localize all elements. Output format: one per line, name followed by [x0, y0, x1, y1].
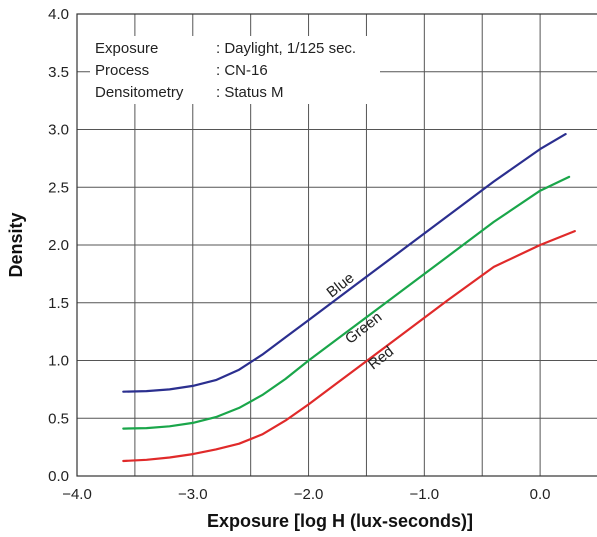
y-tick-label: 2.5 [48, 179, 69, 196]
series-line-red [122, 230, 576, 463]
info-key-densitometry: Densitometry [95, 84, 184, 101]
y-tick-label: 0.0 [48, 468, 69, 485]
x-tick-label: 0.0 [530, 486, 551, 503]
x-tick-label: −4.0 [62, 486, 92, 503]
x-tick-label: −2.0 [294, 486, 324, 503]
y-tick-label: 4.0 [48, 6, 69, 23]
info-key-exposure: Exposure [95, 40, 158, 57]
info-background [90, 36, 380, 104]
y-tick-label: 1.5 [48, 295, 69, 312]
info-block: Exposure : Daylight, 1/125 sec. Process … [90, 36, 380, 104]
y-tick-label: 3.0 [48, 122, 69, 139]
series-line-blue [122, 133, 567, 393]
series-layer [122, 133, 576, 463]
y-tick-label: 1.0 [48, 353, 69, 370]
x-axis-title: Exposure [log H (lux-seconds)] [207, 511, 473, 531]
info-key-process: Process [95, 62, 149, 79]
y-tick-label: 3.5 [48, 64, 69, 81]
info-value-densitometry: : Status M [216, 84, 284, 101]
y-tick-labels: 0.0 0.5 1.0 1.5 2.0 2.5 3.0 3.5 4.0 [48, 6, 69, 485]
x-tick-label: −3.0 [178, 486, 208, 503]
plot-frame [76, 13, 597, 477]
series-line-green [122, 175, 571, 430]
series-label-red: Red [365, 343, 397, 373]
y-tick-label: 2.0 [48, 237, 69, 254]
y-axis-title: Density [6, 212, 26, 277]
x-tick-label: −1.0 [410, 486, 440, 503]
info-value-process: : CN-16 [216, 62, 268, 79]
y-tick-label: 0.5 [48, 410, 69, 427]
x-tick-labels: −4.0 −3.0 −2.0 −1.0 0.0 [62, 486, 550, 503]
series-label-green: Green [342, 309, 385, 348]
info-value-exposure: : Daylight, 1/125 sec. [216, 40, 356, 57]
